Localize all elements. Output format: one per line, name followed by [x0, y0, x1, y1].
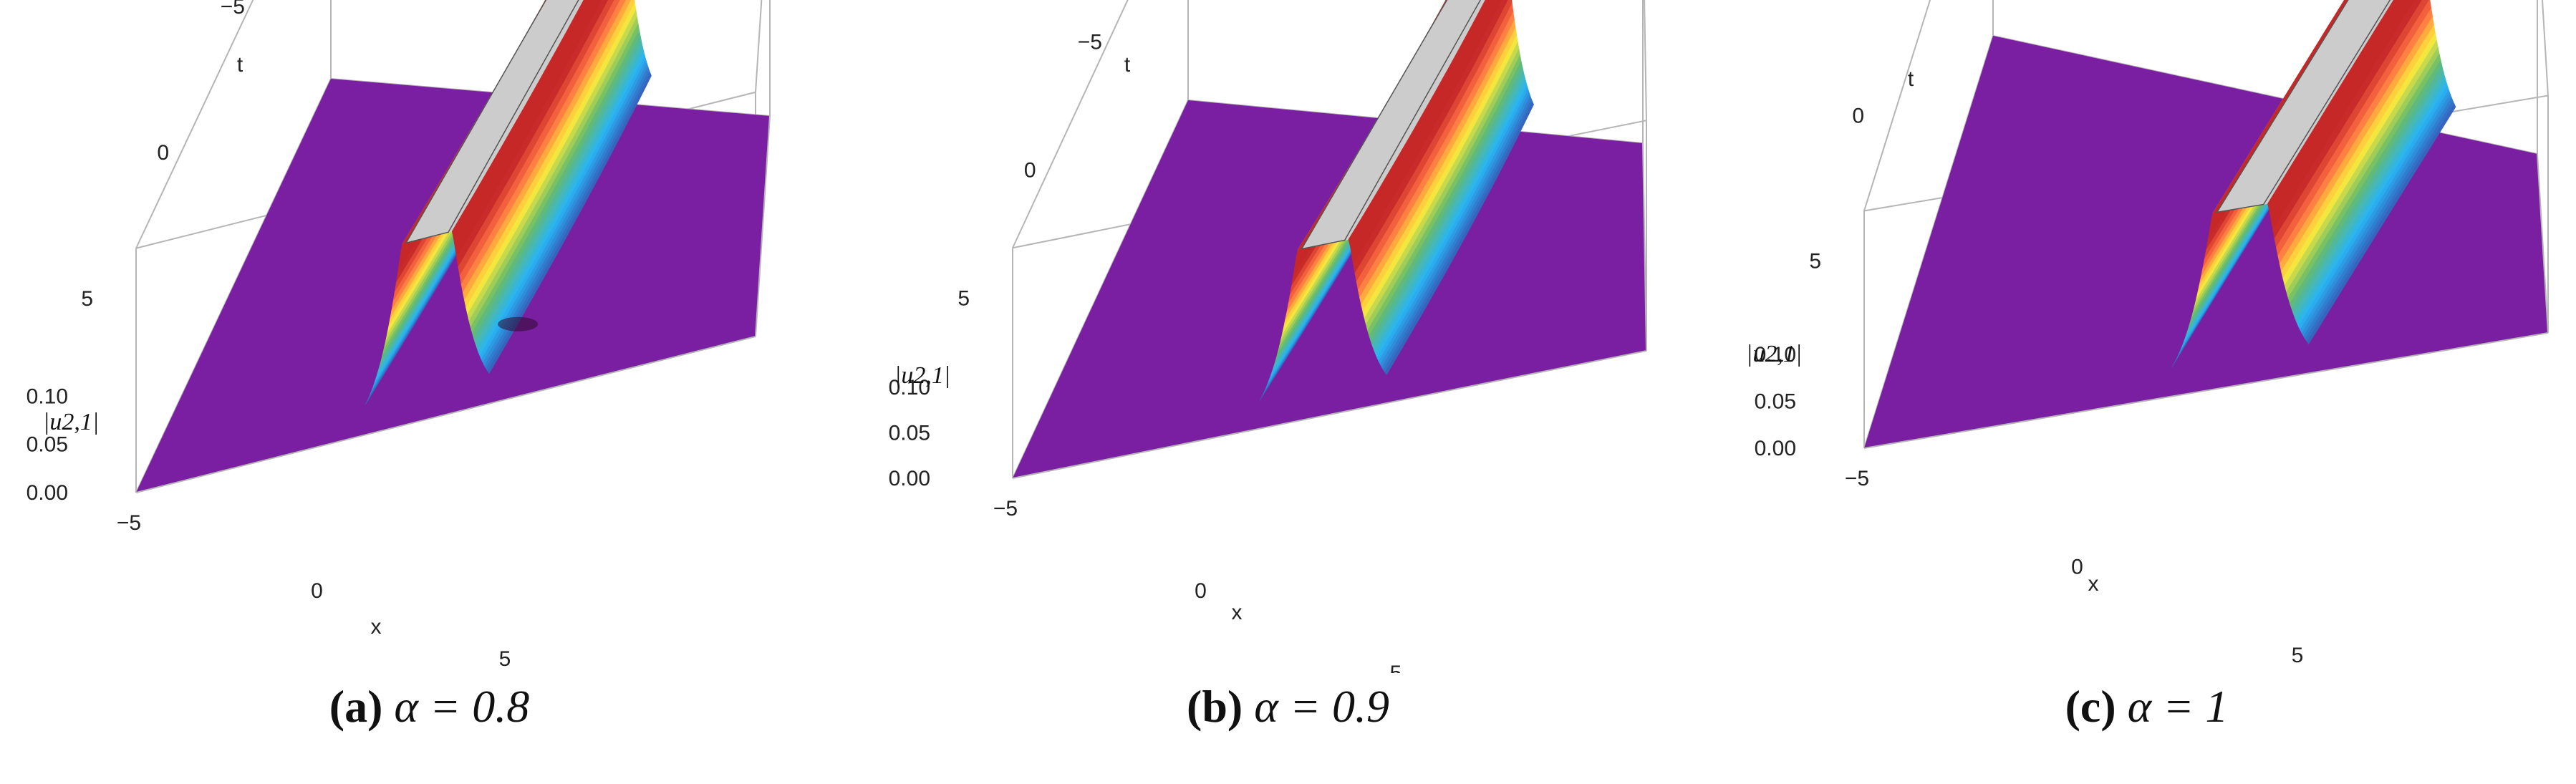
t-tick-label: −5 [221, 0, 245, 19]
chart-panel-2: −5 0 5 x −5 0 5 t 0.00 0.05 0.10|u2,1| (b) α = 0.9 [859, 0, 1717, 784]
t-axis-label: t [1124, 53, 1131, 77]
bounding-box-front [135, 115, 771, 493]
x-axis-label: x [2088, 572, 2099, 596]
surface-plot: −5 0 5 x −5 0 5 t 0.00 0.05 0.10|u2,1| [889, 0, 1647, 673]
surface-base-plane [136, 79, 770, 493]
x-axis-label: x [371, 615, 382, 639]
t-tick-label: 0 [157, 141, 169, 165]
ridge-clipped-top [1301, 0, 1482, 250]
subfigure-caption: (b) α = 0.9 [859, 680, 1717, 733]
t-tick-label: 5 [1809, 250, 1821, 274]
surface-plot: −5 0 5 x −5 0 5 t 0.00 0.05 0.10|u2,1| [26, 0, 771, 671]
caption-letter: (c) [2065, 681, 2116, 732]
caption-equation: α = 0.9 [1243, 681, 1389, 732]
x-tick-label: −5 [117, 511, 141, 535]
x-tick-label: 5 [2292, 644, 2304, 667]
x-tick-label: 0 [1195, 579, 1207, 603]
z-axis-label: |u2,1| [43, 409, 99, 435]
ridge-clipped-top [405, 0, 579, 244]
bounding-box-front [1012, 142, 1647, 479]
t-tick-label: 5 [81, 287, 93, 311]
x-axis-label: x [1232, 601, 1243, 624]
t-tick-label: 0 [1024, 158, 1036, 182]
caption-equation: α = 0.8 [382, 681, 530, 732]
x-tick-label: −5 [1845, 467, 1869, 490]
soliton-ridge [2171, 0, 2456, 367]
bounding-box-front [1863, 153, 2549, 449]
z-tick-label: 0.00 [26, 481, 68, 505]
ridge-clipped-top [2216, 0, 2391, 213]
x-tick-label: 5 [499, 647, 511, 671]
subfigure-caption: (a) α = 0.8 [0, 680, 859, 733]
axis-ticks: −5 0 5 x −5 0 5 t 0.00 0.05 0.10|u2,1| [26, 0, 511, 671]
t-tick-label: −5 [1078, 30, 1102, 54]
x-tick-label: 5 [1390, 662, 1402, 673]
caption-letter: (b) [1187, 681, 1243, 732]
soliton-ridge [365, 0, 652, 405]
t-tick-label: 0 [1852, 105, 1864, 128]
t-tick-label: 5 [957, 286, 970, 310]
z-tick-label: 0.05 [1755, 390, 1796, 414]
z-tick-label: 0.00 [889, 467, 930, 490]
caption-letter: (a) [329, 681, 383, 732]
z-tick-label: 0.10 [26, 384, 68, 408]
z-tick-label: 0.10 [889, 376, 930, 400]
caption-equation: α = 1 [2116, 681, 2229, 732]
axis-ticks: −5 0 5 x −5 0 5 t 0.00 0.05 0.10|u2,1| [889, 30, 1402, 673]
z-tick-label: 0.05 [26, 433, 68, 457]
subfigure-caption: (c) α = 1 [1717, 680, 2576, 733]
t-axis-label: t [237, 53, 243, 77]
soliton-ridge [1259, 0, 1534, 401]
z-tick-label: 0.00 [1755, 437, 1796, 460]
x-tick-label: 0 [2071, 556, 2083, 579]
z-tick-label: 0.10 [1755, 343, 1796, 367]
t-axis-label: t [1908, 67, 1914, 91]
x-tick-label: 0 [311, 579, 323, 603]
chart-panel-1: −5 0 5 x −5 0 5 t 0.00 0.05 0.10 |u2,1| (a) α = 0.8 [0, 0, 859, 784]
z-axis-label: |u2,1| [1746, 341, 1802, 367]
x-tick-label: −5 [993, 497, 1018, 521]
z-tick-label: 0.05 [889, 422, 930, 445]
z-axis-label: |u2,1| [894, 362, 950, 389]
